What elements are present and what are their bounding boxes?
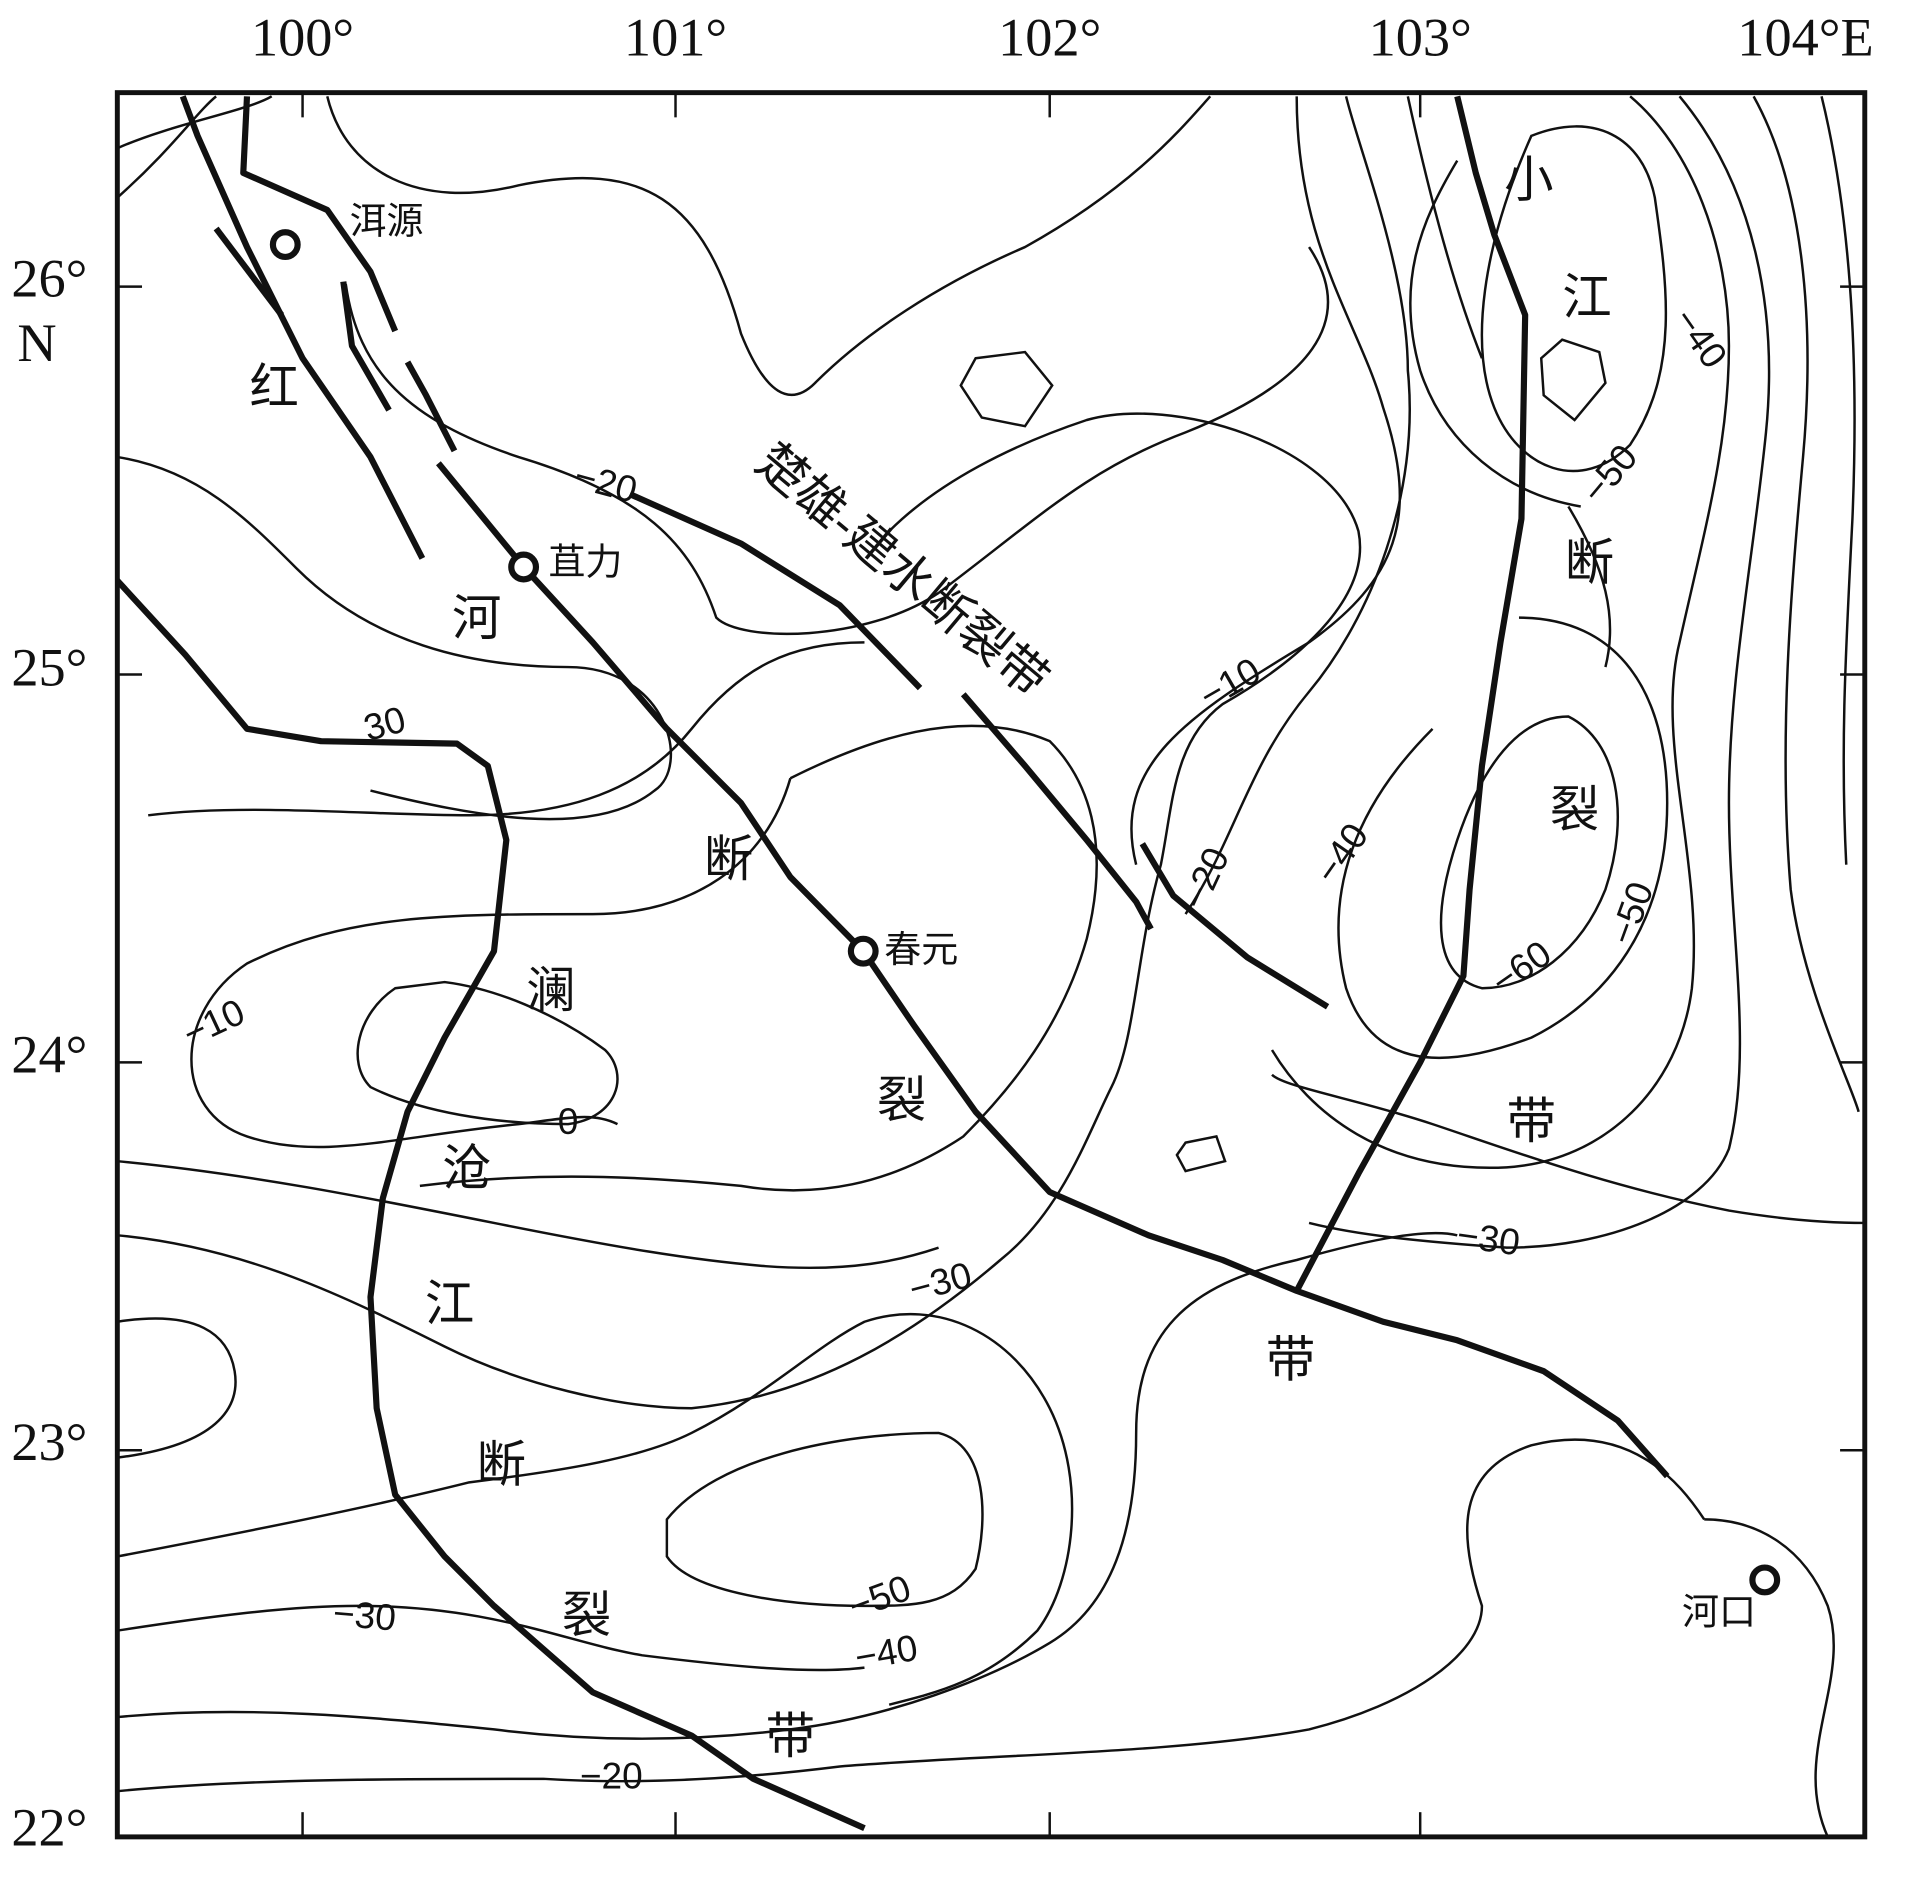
contour-label: −40 bbox=[1665, 300, 1735, 376]
y-label: 25° bbox=[11, 638, 87, 698]
fault-char: 江 bbox=[1562, 270, 1611, 325]
fault-char: 带 bbox=[1507, 1094, 1556, 1149]
place-name: 春元 bbox=[884, 930, 958, 971]
axis-labels: 100° 101° 102° 103° 104°E 26° N 25° 24° … bbox=[11, 8, 1873, 1858]
y-label: 24° bbox=[11, 1024, 87, 1084]
fault-char: 裂 bbox=[1550, 783, 1599, 838]
fault-char: 裂 bbox=[877, 1073, 926, 1128]
x-label: 104°E bbox=[1737, 8, 1873, 68]
place-name: 河口 bbox=[1682, 1592, 1756, 1633]
contour-label: −50 bbox=[843, 1566, 916, 1627]
contour-label: −10 bbox=[176, 990, 251, 1055]
fault-char: 断 bbox=[704, 832, 753, 887]
place-name: 苴力 bbox=[548, 542, 622, 583]
fault-char: 带 bbox=[766, 1709, 815, 1764]
frame bbox=[114, 90, 1868, 1840]
fault-char: 沧 bbox=[442, 1141, 491, 1196]
x-label: 101° bbox=[624, 8, 727, 68]
contour-label: −30 bbox=[904, 1253, 976, 1310]
y-label: 23° bbox=[11, 1412, 87, 1472]
fault-char: 小 bbox=[1504, 153, 1553, 208]
n-label: N bbox=[17, 313, 56, 373]
contours bbox=[116, 95, 1865, 1838]
contour-label: −30 bbox=[331, 1591, 397, 1638]
contour-label: 30 bbox=[359, 698, 410, 749]
contour-label: 0 bbox=[558, 1100, 579, 1142]
x-label: 102° bbox=[998, 8, 1101, 68]
place-name: 洱源 bbox=[349, 201, 423, 242]
place-markers bbox=[269, 229, 1781, 1596]
x-label: 103° bbox=[1369, 8, 1472, 68]
contour-label: −40 bbox=[852, 1626, 921, 1678]
faults bbox=[115, 95, 1670, 1832]
x-label: 100° bbox=[251, 8, 354, 68]
contour-label: −30 bbox=[1455, 1213, 1523, 1263]
contour-label: −50 bbox=[1600, 876, 1661, 949]
y-label: 22° bbox=[11, 1798, 87, 1858]
y-label: 26° bbox=[11, 249, 87, 309]
contour-label: −20 bbox=[580, 1755, 643, 1797]
places: 洱源 苴力 春元 河口 bbox=[349, 201, 1756, 1633]
fault-char: 断 bbox=[477, 1437, 526, 1492]
fault-char: 裂 bbox=[562, 1588, 611, 1643]
fault-char: 河 bbox=[452, 591, 501, 646]
fault-char: 红 bbox=[249, 360, 298, 415]
contour-label: −50 bbox=[1573, 436, 1646, 511]
fault-char: 带 bbox=[1266, 1332, 1315, 1387]
fault-char: 断 bbox=[1565, 536, 1614, 591]
contour-label: −40 bbox=[1306, 815, 1376, 891]
contour-label: −10 bbox=[1192, 649, 1267, 717]
contour-label: −20 bbox=[570, 454, 642, 511]
contour-label: −60 bbox=[1483, 932, 1559, 1002]
fault-char: 江 bbox=[425, 1277, 474, 1332]
fault-char: 澜 bbox=[526, 963, 575, 1018]
ticks bbox=[117, 92, 1865, 1837]
